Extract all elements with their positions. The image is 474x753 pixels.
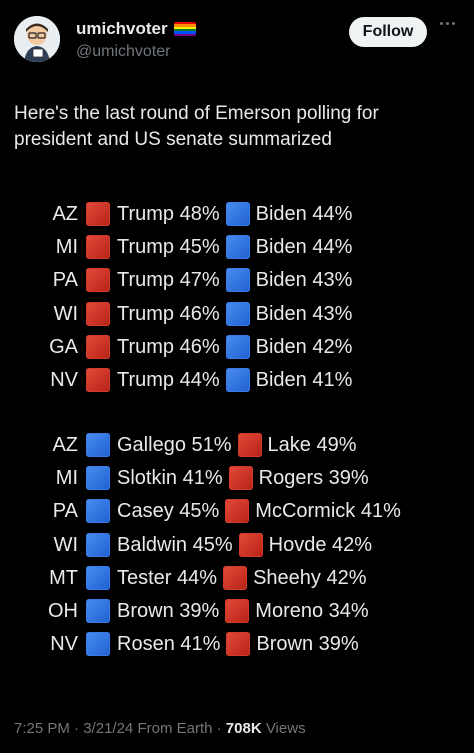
red-square-icon bbox=[225, 599, 250, 623]
poll-row: PA Casey 45% McCormick 41% bbox=[0, 497, 474, 525]
left-candidate: Casey 45% bbox=[117, 500, 220, 523]
right-candidate: Lake 49% bbox=[267, 434, 357, 456]
views-count: 708K bbox=[225, 720, 262, 737]
red-square-icon bbox=[86, 334, 110, 359]
blue-square-icon bbox=[86, 433, 110, 457]
red-square-icon bbox=[86, 368, 110, 392]
state-code: OH bbox=[48, 600, 78, 622]
poll-row: MT Tester 44% Sheehy 42% bbox=[0, 564, 474, 592]
left-candidate: Baldwin 45% bbox=[117, 533, 233, 556]
red-square-icon bbox=[86, 202, 110, 226]
rainbow-flag-icon bbox=[173, 22, 196, 36]
blue-square-icon bbox=[225, 301, 250, 326]
blue-square-icon bbox=[225, 268, 250, 293]
blue-square-icon bbox=[86, 632, 110, 657]
red-square-icon bbox=[86, 235, 110, 260]
right-candidate: McCormick 41% bbox=[255, 500, 401, 523]
poll-row: GA Trump 46% Biden 42% bbox=[0, 333, 474, 361]
poll-row: WI Baldwin 45% Hovde 42% bbox=[0, 531, 474, 559]
blue-square-icon bbox=[86, 565, 110, 590]
blue-square-icon bbox=[86, 532, 110, 557]
left-candidate: Brown 39% bbox=[117, 600, 220, 622]
left-candidate: Trump 46% bbox=[117, 335, 220, 358]
red-square-icon bbox=[86, 301, 110, 326]
handle[interactable]: @umichvoter bbox=[76, 43, 171, 60]
red-square-icon bbox=[223, 565, 248, 590]
left-candidate: Tester 44% bbox=[117, 566, 218, 589]
red-square-icon bbox=[226, 632, 251, 657]
poll-row: MI Trump 45% Biden 44% bbox=[0, 233, 474, 261]
tweet-text: Here's the last round of Emerson polling… bbox=[14, 103, 379, 150]
right-candidate: Biden 44% bbox=[255, 203, 353, 225]
blue-square-icon bbox=[225, 368, 250, 392]
red-square-icon bbox=[237, 433, 262, 457]
tweet-time[interactable]: 7:25 PM bbox=[14, 720, 70, 737]
poll-row: AZ Trump 48% Biden 44% bbox=[0, 200, 474, 228]
red-square-icon bbox=[228, 466, 253, 491]
left-candidate: Trump 45% bbox=[117, 236, 220, 259]
state-code: MT bbox=[49, 566, 78, 589]
follow-button[interactable]: Follow bbox=[349, 17, 427, 47]
right-candidate: Sheehy 42% bbox=[253, 566, 367, 589]
blue-square-icon bbox=[86, 499, 110, 524]
state-code: AZ bbox=[52, 434, 78, 456]
red-square-icon bbox=[86, 268, 110, 293]
state-code: WI bbox=[53, 533, 78, 556]
poll-row: PA Trump 47% Biden 43% bbox=[0, 266, 474, 294]
left-candidate: Trump 44% bbox=[117, 369, 220, 391]
right-candidate: Biden 43% bbox=[255, 302, 353, 325]
display-name[interactable]: umichvoter bbox=[76, 19, 168, 38]
more-options-icon[interactable] bbox=[440, 22, 455, 25]
state-code: MI bbox=[55, 467, 78, 490]
tweet-date[interactable]: 3/21/24 bbox=[83, 720, 134, 737]
blue-square-icon bbox=[86, 466, 110, 491]
right-candidate: Biden 44% bbox=[255, 236, 353, 259]
tweet-meta: 7:25 PM · 3/21/24 From Earth · 708K View… bbox=[14, 720, 306, 737]
right-candidate: Brown 39% bbox=[256, 633, 359, 656]
state-code: AZ bbox=[52, 203, 78, 225]
poll-row: OH Brown 39% Moreno 34% bbox=[0, 597, 474, 625]
blue-square-icon bbox=[86, 599, 110, 623]
right-candidate: Biden 41% bbox=[255, 369, 353, 391]
left-candidate: Rosen 41% bbox=[117, 633, 221, 656]
author-name-row: umichvoter bbox=[76, 19, 196, 39]
poll-row: WI Trump 46% Biden 43% bbox=[0, 300, 474, 328]
blue-square-icon bbox=[225, 334, 250, 359]
poll-row: NV Trump 44% Biden 41% bbox=[0, 366, 474, 394]
right-candidate: Biden 43% bbox=[255, 269, 353, 292]
state-code: NV bbox=[50, 369, 78, 391]
left-candidate: Trump 47% bbox=[117, 269, 220, 292]
right-candidate: Moreno 34% bbox=[255, 600, 369, 622]
left-candidate: Gallego 51% bbox=[117, 434, 232, 456]
state-code: NV bbox=[50, 633, 78, 656]
left-candidate: Trump 46% bbox=[117, 302, 220, 325]
red-square-icon bbox=[225, 499, 250, 524]
avatar-illustration bbox=[14, 16, 60, 62]
state-code: GA bbox=[49, 335, 78, 358]
blue-square-icon bbox=[225, 202, 250, 226]
poll-row: MI Slotkin 41% Rogers 39% bbox=[0, 464, 474, 492]
state-code: PA bbox=[52, 269, 78, 292]
state-code: PA bbox=[52, 500, 78, 523]
tweet-source: From Earth bbox=[137, 720, 213, 737]
red-square-icon bbox=[238, 532, 263, 557]
views-label: Views bbox=[265, 720, 306, 737]
right-candidate: Rogers 39% bbox=[258, 467, 369, 490]
state-code: MI bbox=[55, 236, 78, 259]
left-candidate: Slotkin 41% bbox=[117, 467, 223, 490]
blue-square-icon bbox=[225, 235, 250, 260]
poll-row: NV Rosen 41% Brown 39% bbox=[0, 630, 474, 658]
avatar[interactable] bbox=[14, 16, 60, 62]
right-candidate: Biden 42% bbox=[255, 335, 353, 358]
state-code: WI bbox=[53, 302, 78, 325]
right-candidate: Hovde 42% bbox=[268, 533, 373, 556]
poll-row: AZ Gallego 51% Lake 49% bbox=[0, 431, 474, 459]
left-candidate: Trump 48% bbox=[117, 203, 220, 225]
